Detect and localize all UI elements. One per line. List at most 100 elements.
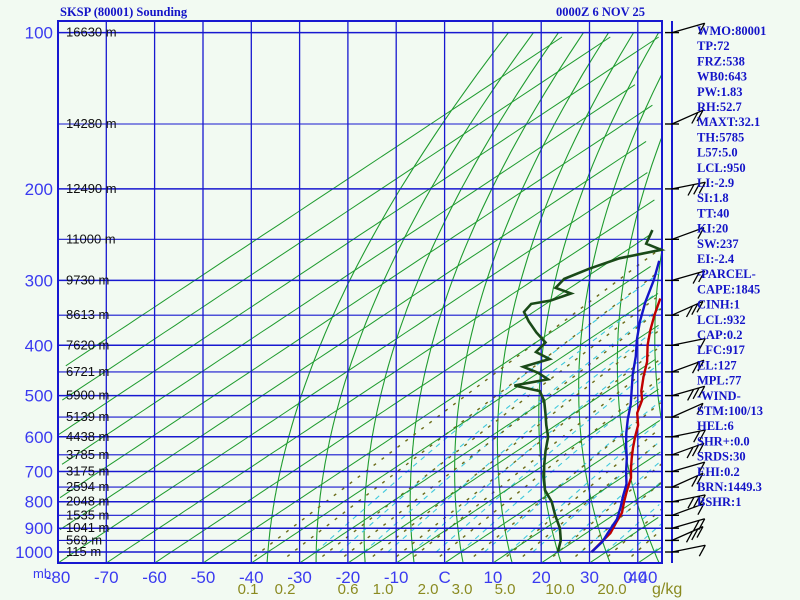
isotherm-line <box>347 359 656 564</box>
parameter-item: LFC:917 <box>697 343 745 357</box>
parameter-item: EI:-2.4 <box>697 252 735 266</box>
parameter-item: TH:5785 <box>697 130 744 144</box>
parameter-item: SI:1.8 <box>697 191 729 205</box>
mixing-ratio-line <box>372 328 662 558</box>
mixing-ratio-tick-label: 3.0 <box>452 581 473 598</box>
height-label: 4438 m <box>66 429 109 444</box>
temperature-tick-label: 40 <box>639 568 658 587</box>
dry-adiabat-line <box>409 32 584 564</box>
wind-barb-flag <box>698 181 706 194</box>
height-label: 569 m <box>66 532 102 547</box>
parameter-item: CINH:1 <box>697 298 740 312</box>
parameter-item: BRN:1449.3 <box>697 480 762 494</box>
wind-barb-shaft <box>671 270 705 282</box>
wind-barb-shaft <box>671 337 706 346</box>
mixing-ratio-tick-label: 1.0 <box>373 581 394 598</box>
mixing-ratio-unit-label: g/kg <box>652 581 682 598</box>
wind-barb-shaft <box>671 359 705 373</box>
wind-barb-shaft <box>671 22 705 34</box>
temperature-tick-label: C <box>438 568 450 587</box>
wind-barb-column <box>665 22 706 557</box>
wind-barb-flag <box>697 503 705 516</box>
isotherm-line <box>62 36 611 401</box>
page-title: SKSP (80001) Sounding <box>60 5 188 19</box>
isotherm-line <box>61 84 636 465</box>
wind-barb-flag <box>687 184 695 196</box>
parameter-item: SHR+:0.0 <box>697 434 750 448</box>
height-label: 5900 m <box>66 388 109 403</box>
trace-dewpoint <box>514 229 666 553</box>
wind-barb-flag <box>692 520 700 532</box>
height-label: 9730 m <box>66 272 109 287</box>
wind-barb-shaft <box>671 442 705 456</box>
parameter-item: MPL:77 <box>697 374 741 388</box>
wind-barb-flag <box>691 112 699 124</box>
temperature-tick-label: 30 <box>580 568 599 587</box>
pressure-tick-label: 1000 <box>15 543 53 562</box>
frame-rect <box>57 20 663 564</box>
wind-barb-flag <box>692 387 700 400</box>
wind-barb-flag <box>698 461 706 474</box>
dry-adiabat-line <box>496 32 635 564</box>
wind-barb-flag <box>691 361 700 374</box>
temperature-tick-label: 40 <box>628 568 647 587</box>
wind-barb-shaft <box>671 494 706 503</box>
height-label: 8613 m <box>66 307 109 322</box>
dry-adiabat-line <box>578 73 663 564</box>
height-labels: 16630 m 14280 m 12490 m 11000 m 9730 m 8613 m… <box>66 25 117 559</box>
pressure-tick-label: 800 <box>25 493 53 512</box>
wind-barb-flag <box>693 495 701 508</box>
temperature-tick-label: -70 <box>94 568 119 587</box>
isotherm-line <box>589 516 659 564</box>
temperature-tick-label: -80 <box>46 568 71 587</box>
height-label: 3785 m <box>66 447 109 462</box>
isotherm-line <box>251 293 659 564</box>
isotherm-line <box>202 265 651 564</box>
wind-barb-flag <box>687 389 695 401</box>
wind-barb-shaft <box>671 544 706 553</box>
mixing-ratio-line <box>343 308 662 558</box>
moist-adiabat-line <box>556 461 661 553</box>
parameter-item: LCL:932 <box>697 313 746 327</box>
wind-barb-shaft <box>671 526 704 541</box>
wind-barb-flag <box>698 338 706 350</box>
moist-adiabat-line <box>435 361 663 553</box>
wind-barb-shaft <box>671 385 705 397</box>
wind-barb-flag <box>698 494 706 507</box>
wind-barb-shaft <box>671 226 705 240</box>
height-label: 2594 m <box>66 479 109 494</box>
wind-barb-flag <box>697 227 705 239</box>
moist-adiabat-line <box>532 440 662 553</box>
dry-adiabat-line <box>315 32 534 563</box>
pressure-tick-label: 400 <box>25 336 53 355</box>
wind-barb-flag <box>691 475 699 487</box>
pressure-axis-labels: 100 200 300 400 500 600 700 800 900 1000 <box>15 24 53 562</box>
mixing-ratio-tick-label: 2.0 <box>418 581 439 598</box>
trace-parcel <box>590 260 661 553</box>
parameter-item: TT:40 <box>697 206 729 220</box>
wind-barb-flag <box>698 22 706 35</box>
temperature-tick-label: 10 <box>483 568 502 587</box>
wind-barb-flag <box>698 429 706 442</box>
wind-barb-flag <box>696 109 704 122</box>
height-label: 14280 m <box>66 116 117 131</box>
isotherm-line <box>57 172 648 564</box>
parameter-item: TP:72 <box>697 39 730 53</box>
parameter-item: WB0:643 <box>697 70 747 84</box>
parameter-item: LCL:950 <box>697 161 746 175</box>
mixing-ratio-tick-label: 0.1 <box>238 581 259 598</box>
temperature-tick-label: 20 <box>532 568 551 587</box>
trace-temperature <box>590 298 662 553</box>
wind-barb-shaft <box>671 181 706 190</box>
wind-barb-flag <box>692 272 700 284</box>
wind-barb-flag <box>697 359 705 372</box>
moist-adiabat-line <box>459 381 662 553</box>
isotherm-line <box>59 140 647 531</box>
wind-barb-shaft <box>671 429 706 438</box>
wind-barb-flag <box>693 182 701 195</box>
mixing-ratio-line <box>552 463 663 558</box>
wind-barb-flag <box>685 530 694 543</box>
